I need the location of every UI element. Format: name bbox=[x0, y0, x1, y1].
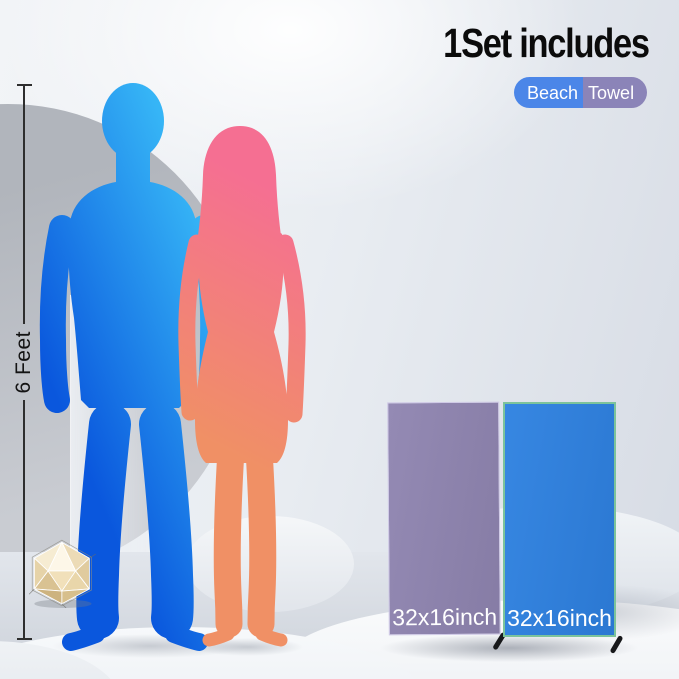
measure-top-cap bbox=[16, 84, 32, 86]
beach-towel-badge: Beach Towel bbox=[514, 77, 648, 108]
measure-line-upper bbox=[23, 86, 25, 324]
measure-label: 6 Feet bbox=[12, 330, 35, 394]
badge-right-label: Towel bbox=[583, 77, 648, 108]
page-title: 1Set includes bbox=[443, 20, 650, 66]
icosahedron-ornament bbox=[28, 539, 96, 608]
towel-purple-size-label: 32x16inch bbox=[392, 603, 498, 631]
towel-purple: 32x16inch bbox=[387, 401, 507, 651]
towel-blue: 32x16inch bbox=[503, 402, 624, 654]
measure-bottom-cap bbox=[16, 638, 32, 641]
towel-blue-size-label: 32x16inch bbox=[507, 604, 612, 631]
measure-line-lower bbox=[23, 400, 25, 639]
female-silhouette bbox=[178, 126, 306, 647]
badge-left-label: Beach bbox=[514, 77, 584, 108]
height-measurement: 6 Feet bbox=[10, 84, 38, 641]
